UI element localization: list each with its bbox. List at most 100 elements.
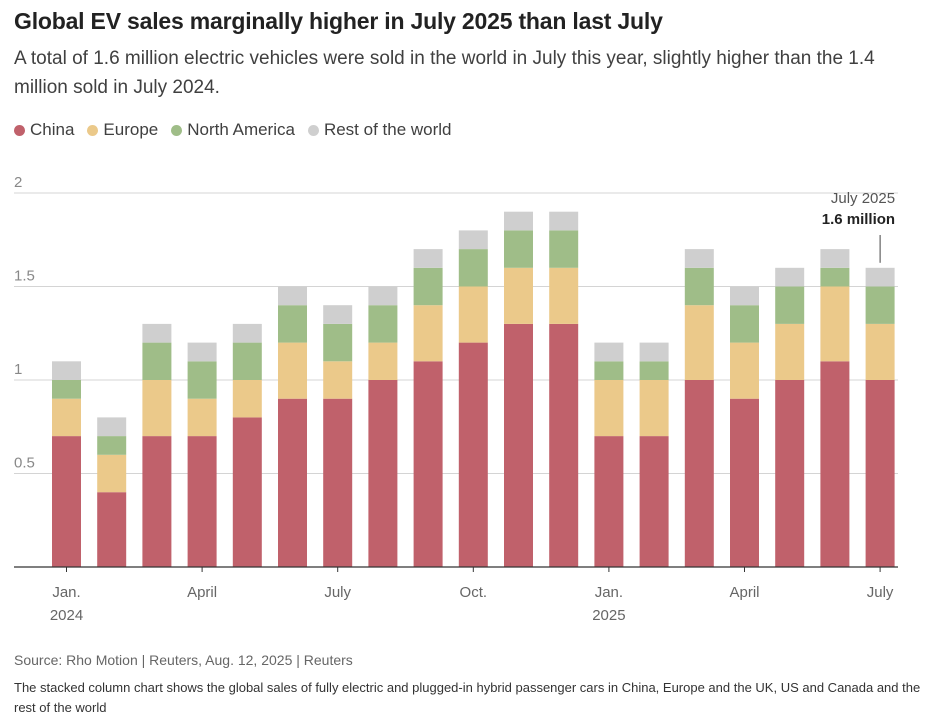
legend-swatch	[307, 124, 319, 136]
legend-label: China	[30, 120, 75, 139]
legend-item-rest-of-the-world: Rest of the world	[307, 120, 452, 140]
bar-segment-rest-of-the-world	[504, 211, 533, 231]
bar-segment-north-america	[865, 286, 895, 324]
bar-segment-rest-of-the-world	[232, 323, 262, 343]
bar-segment-europe	[278, 342, 307, 399]
x-tick-sublabel: 2024	[50, 607, 83, 624]
bar-segment-north-america	[639, 361, 669, 380]
y-tick-label: 1.5	[14, 268, 35, 285]
bar-segment-rest-of-the-world	[413, 249, 443, 268]
bar-segment-north-america	[187, 361, 217, 399]
bar-segment-europe	[413, 305, 443, 362]
x-tick-label: April	[187, 584, 217, 601]
bar-segment-rest-of-the-world	[549, 211, 579, 231]
bar-segment-rest-of-the-world	[368, 286, 398, 306]
bar-segment-europe	[368, 342, 398, 380]
bar-segment-north-america	[278, 305, 307, 343]
annotation-value: 1.6 million	[822, 211, 895, 228]
y-tick-label: 0.5	[14, 455, 35, 472]
x-tick-label: Oct.	[460, 584, 488, 601]
bar-segment-north-america	[458, 249, 488, 287]
bar-segment-rest-of-the-world	[730, 286, 759, 306]
bar-segment-china	[730, 398, 759, 567]
bar-segment-europe	[323, 361, 353, 399]
legend-swatch	[14, 124, 25, 136]
bar-segment-north-america	[232, 342, 262, 380]
bar-segment-rest-of-the-world	[775, 267, 805, 287]
bar-segment-china	[458, 342, 488, 567]
bar-segment-north-america	[549, 230, 579, 268]
bar-segment-europe	[504, 267, 533, 324]
bar-segment-north-america	[504, 230, 533, 268]
bar-segment-china	[278, 398, 307, 567]
y-tick-label: 1	[14, 361, 22, 378]
bar-segment-north-america	[820, 267, 850, 287]
bar-segment-china	[820, 361, 850, 567]
bar-segment-rest-of-the-world	[187, 342, 217, 362]
bar-segment-europe	[232, 380, 262, 418]
x-tick-label: April	[729, 584, 759, 601]
chart-title: Global EV sales marginally higher in Jul…	[14, 8, 663, 34]
bar-segment-rest-of-the-world	[865, 267, 895, 287]
legend-label: North America	[187, 120, 295, 139]
bar-segment-north-america	[413, 267, 443, 306]
bar-segment-europe	[549, 267, 579, 324]
bar-segment-north-america	[368, 305, 398, 343]
legend-item-europe: Europe	[87, 120, 158, 140]
bar-segment-europe	[52, 398, 81, 437]
bar-segment-china	[775, 380, 805, 567]
legend: China Europe North America Rest of the worl…	[14, 120, 465, 140]
bar-segment-china	[549, 323, 579, 567]
bar-segment-china	[232, 417, 262, 567]
bar-segment-north-america	[684, 267, 714, 306]
bar-segment-china	[504, 323, 533, 567]
bar-segment-china	[594, 436, 624, 567]
bar-segment-rest-of-the-world	[458, 230, 488, 250]
bar-segment-north-america	[775, 286, 805, 324]
bar-segment-europe	[820, 286, 850, 362]
bar-segment-rest-of-the-world	[52, 361, 81, 380]
bar-segment-china	[684, 380, 714, 567]
bar-segment-europe	[97, 454, 127, 493]
x-tick-label: Jan.	[595, 584, 623, 601]
bar-segment-rest-of-the-world	[278, 286, 307, 306]
bar-segment-china	[142, 436, 172, 567]
y-tick-label: 2	[14, 174, 22, 191]
bar-segment-europe	[730, 342, 759, 399]
stacked-bar-chart: 0.5 1 1.5 2 Jan. 2024 April July Oct. Jan. 2025 Apr…	[14, 174, 898, 624]
bar-segment-rest-of-the-world	[684, 249, 714, 268]
legend-label: Rest of the world	[323, 120, 452, 139]
bar-segment-rest-of-the-world	[142, 323, 172, 343]
bar-segment-china	[97, 492, 127, 567]
bar-segment-europe	[142, 380, 172, 437]
bar-segment-china	[413, 361, 443, 567]
bar-segment-north-america	[52, 380, 81, 399]
annotation-date: July 2025	[831, 190, 895, 207]
bar-segment-europe	[639, 380, 669, 437]
bar-segment-china	[368, 380, 398, 567]
bar-segment-north-america	[97, 436, 127, 455]
bar-segment-rest-of-the-world	[594, 342, 624, 362]
bar-segment-europe	[187, 398, 217, 437]
legend-item-north-america: North America	[171, 120, 295, 140]
bar-segment-north-america	[323, 323, 353, 362]
chart-description: The stacked column chart shows the globa…	[14, 680, 921, 715]
bar-segment-europe	[865, 323, 895, 380]
bar-segment-china	[639, 436, 669, 567]
bar-segment-north-america	[142, 342, 172, 380]
bar-segment-europe	[594, 380, 624, 437]
bar-segment-europe	[458, 286, 488, 343]
source-line: Source: Rho Motion | Reuters, Aug. 12, 2…	[14, 652, 353, 668]
bar-segment-china	[52, 436, 81, 567]
bar-segment-rest-of-the-world	[820, 249, 850, 268]
x-tick-label: Jan.	[52, 584, 80, 601]
x-tick-label: July	[867, 584, 894, 601]
bar-segment-europe	[775, 323, 805, 380]
legend-swatch	[87, 124, 99, 136]
legend-swatch	[171, 124, 183, 136]
legend-item-china: China	[14, 120, 74, 140]
bar-segment-north-america	[730, 305, 759, 343]
bar-segment-china	[865, 380, 895, 567]
x-tick-label: July	[324, 584, 351, 601]
x-tick-sublabel: 2025	[592, 607, 625, 624]
